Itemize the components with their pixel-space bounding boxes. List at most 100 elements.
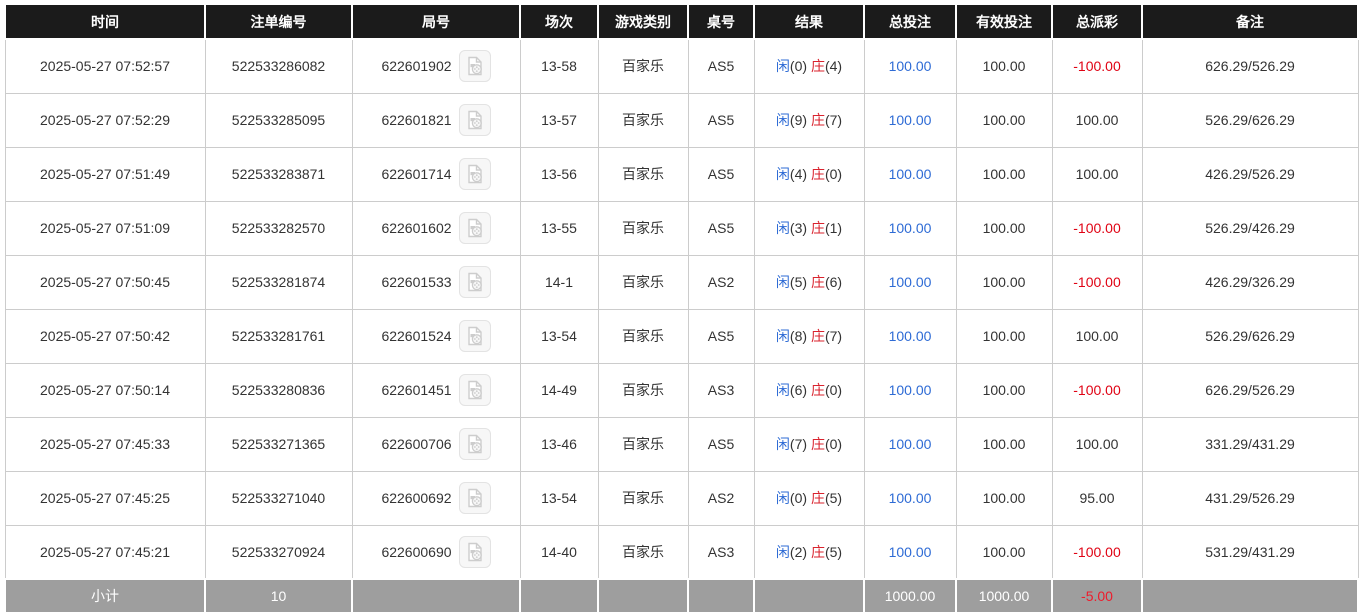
video-file-icon <box>467 380 482 400</box>
valid-bet-cell: 100.00 <box>955 524 1053 580</box>
bet-id-cell: 522533281761 <box>204 308 353 364</box>
subtotal-count: 10 <box>204 578 353 614</box>
video-replay-button[interactable] <box>458 50 491 83</box>
session-cell: 13-46 <box>519 416 599 472</box>
player-result-label: 闲 <box>775 543 790 560</box>
player-result-label: 闲 <box>775 112 790 128</box>
banker-result-value: (4) <box>824 58 843 75</box>
column-header-time: 时间 <box>4 3 206 40</box>
video-replay-button[interactable] <box>458 428 491 460</box>
round-number: 622601821 <box>381 112 452 128</box>
valid-bet-cell: 100.00 <box>955 362 1053 418</box>
column-header-valid-bet: 有效投注 <box>955 3 1053 40</box>
video-replay-button[interactable] <box>458 320 491 352</box>
round-number: 622601714 <box>381 166 452 182</box>
subtotal-total-payout: -5.00 <box>1051 578 1143 614</box>
total-bet-link[interactable]: 100.00 <box>888 543 932 560</box>
result-cell: 闲(3) 庄(1) <box>753 200 865 256</box>
total-bet-link[interactable]: 100.00 <box>888 112 932 128</box>
video-replay-button[interactable] <box>458 266 491 298</box>
valid-bet-cell: 100.00 <box>955 38 1053 94</box>
video-file-icon <box>467 164 482 184</box>
video-replay-button[interactable] <box>458 374 491 406</box>
video-file-icon <box>467 326 482 346</box>
game-type-cell: 百家乐 <box>597 470 689 526</box>
payout-cell: 100.00 <box>1051 146 1143 202</box>
valid-bet-cell: 100.00 <box>955 146 1053 202</box>
bet-id-cell: 522533270924 <box>204 524 353 580</box>
column-header-remark: 备注 <box>1141 3 1359 40</box>
game-type-cell: 百家乐 <box>597 416 689 472</box>
session-cell: 13-58 <box>519 38 599 94</box>
banker-result-value: (1) <box>824 220 843 236</box>
total-bet-cell: 100.00 <box>863 38 957 94</box>
table-no-cell: AS5 <box>687 92 755 148</box>
total-bet-link[interactable]: 100.00 <box>888 274 932 290</box>
banker-result-value: (0) <box>824 166 843 182</box>
session-cell: 13-54 <box>519 308 599 364</box>
total-bet-link[interactable]: 100.00 <box>888 328 932 344</box>
bet-records-table: 时间 注单编号 局号 场次 游戏类别 桌号 结果 总投注 有效投注 总派彩 备注… <box>4 3 1359 614</box>
subtotal-row: 小计 10 1000.00 1000.00 -5.00 <box>4 578 1359 614</box>
time-cell: 2025-05-27 07:51:49 <box>4 146 206 202</box>
time-cell: 2025-05-27 07:45:33 <box>4 416 206 472</box>
round-number: 622600706 <box>381 436 452 452</box>
video-replay-button[interactable] <box>458 535 491 568</box>
banker-result-label: 庄 <box>810 274 825 290</box>
video-file-icon <box>467 542 482 561</box>
bet-id-cell: 522533280836 <box>204 362 353 418</box>
remark-cell: 426.29/326.29 <box>1141 254 1359 310</box>
round-number: 622600692 <box>381 490 452 506</box>
bet-id-cell: 522533283871 <box>204 146 353 202</box>
player-result-value: (7) <box>789 436 808 452</box>
session-cell: 13-57 <box>519 92 599 148</box>
video-file-icon <box>467 110 482 130</box>
column-header-total-bet: 总投注 <box>863 3 957 40</box>
round-number: 622601602 <box>381 220 452 236</box>
banker-result-label: 庄 <box>810 328 825 344</box>
column-header-total-payout: 总派彩 <box>1051 3 1143 40</box>
table-no-cell: AS5 <box>687 38 755 94</box>
total-bet-link[interactable]: 100.00 <box>888 436 932 452</box>
video-replay-button[interactable] <box>458 158 491 190</box>
video-replay-button[interactable] <box>458 482 491 514</box>
banker-result-label: 庄 <box>810 166 825 182</box>
valid-bet-cell: 100.00 <box>955 200 1053 256</box>
video-replay-button[interactable] <box>458 104 491 136</box>
total-bet-link[interactable]: 100.00 <box>888 58 932 75</box>
player-result-label: 闲 <box>775 382 790 398</box>
subtotal-empty-round <box>351 578 521 614</box>
total-bet-link[interactable]: 100.00 <box>888 166 932 182</box>
game-type-cell: 百家乐 <box>597 146 689 202</box>
time-cell: 2025-05-27 07:50:14 <box>4 362 206 418</box>
banker-result-value: (0) <box>824 436 843 452</box>
player-result-label: 闲 <box>775 328 790 344</box>
table-row: 2025-05-27 07:51:09 522533282570 6226016… <box>4 200 1359 256</box>
player-result-value: (6) <box>789 382 808 398</box>
remark-cell: 331.29/431.29 <box>1141 416 1359 472</box>
time-cell: 2025-05-27 07:45:25 <box>4 470 206 526</box>
banker-result-label: 庄 <box>810 436 825 452</box>
column-header-table-no: 桌号 <box>687 3 755 40</box>
total-bet-link[interactable]: 100.00 <box>888 490 932 506</box>
remark-cell: 626.29/526.29 <box>1141 362 1359 418</box>
remark-cell: 526.29/426.29 <box>1141 200 1359 256</box>
table-no-cell: AS5 <box>687 200 755 256</box>
round-cell: 622601902 <box>351 38 521 94</box>
player-result-value: (0) <box>789 490 808 506</box>
remark-cell: 431.29/526.29 <box>1141 470 1359 526</box>
video-replay-button[interactable] <box>458 212 491 244</box>
total-bet-link[interactable]: 100.00 <box>888 220 932 236</box>
total-bet-link[interactable]: 100.00 <box>888 382 932 398</box>
time-cell: 2025-05-27 07:51:09 <box>4 200 206 256</box>
bet-id-cell: 522533281874 <box>204 254 353 310</box>
banker-result-value: (7) <box>824 328 843 344</box>
round-number: 622601451 <box>381 382 452 398</box>
player-result-value: (8) <box>789 328 808 344</box>
table-row: 2025-05-27 07:52:29 522533285095 6226018… <box>4 92 1359 148</box>
video-file-icon <box>467 434 482 454</box>
banker-result-label: 庄 <box>810 382 825 398</box>
round-cell: 622601602 <box>351 200 521 256</box>
game-type-cell: 百家乐 <box>597 524 689 580</box>
